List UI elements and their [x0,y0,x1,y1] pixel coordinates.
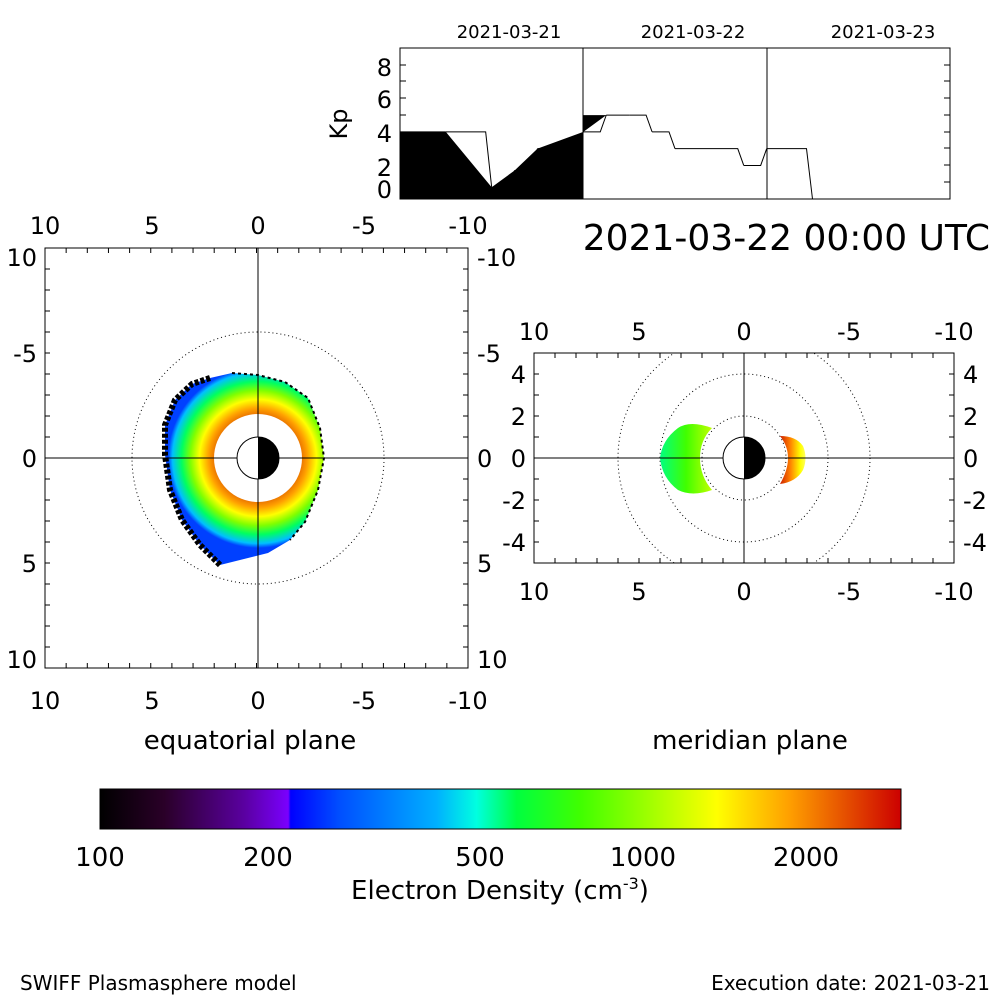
plasmapause-boundary [162,375,223,568]
eq-y-tick: -5 [13,340,37,368]
mer-x-tick-top: 0 [736,318,751,346]
kp-y-tick: 6 [377,86,392,114]
plasmapause-boundary [231,372,326,541]
equatorial-caption: equatorial plane [144,726,356,756]
timestamp-title: 2021-03-22 00:00 UTC [583,218,990,259]
colorbar-label: Electron Density (cm-3) [351,874,649,906]
kp-y-tick: 2 [377,154,392,182]
colorbar-tick: 1000 [610,843,676,873]
mer-x-tick-top: -10 [934,318,973,346]
kp-y-tick: 4 [377,120,392,148]
earth-night-side [258,437,279,479]
mer-x-tick: 0 [736,578,751,606]
kp-step-segment [491,170,516,188]
colorbar-tick: 200 [243,843,293,873]
kp-y-label: Kp [325,109,353,140]
kp-step-segment [583,114,607,133]
mer-x-tick-top: -5 [837,318,861,346]
meridian-density-lobe-left [660,424,712,494]
eq-y-tick-right: -5 [477,340,501,368]
eq-x-tick-top: 10 [30,212,61,240]
mer-y-tick-right: 2 [963,403,978,431]
eq-x-tick: -10 [448,687,487,715]
meridian-caption: meridian plane [652,726,848,756]
equatorial-plane-plot: 10 5 0 -5 -10 10 5 0 -5 -10 10 -5 0 5 10… [6,212,516,756]
mer-y-tick-right: -4 [963,529,987,557]
eq-y-tick: 10 [6,244,37,272]
eq-y-tick: 5 [22,550,37,578]
earth-night-side [744,437,765,479]
mer-y-tick-right: 4 [963,361,978,389]
mer-x-tick-top: 10 [519,318,550,346]
mer-y-tick-right: -2 [963,487,987,515]
mer-x-tick: -10 [934,578,973,606]
eq-x-tick: 10 [30,687,61,715]
colorbar-tick: 2000 [773,843,839,873]
eq-y-tick: 10 [6,646,37,674]
kp-frame [399,47,951,200]
eq-y-tick-right: 0 [477,445,492,473]
colorbar-gradient [99,788,902,830]
kp-date-label: 2021-03-21 [457,22,562,43]
eq-x-tick: 5 [144,687,159,715]
kp-y-tick: 0 [377,176,392,204]
kp-step-segment [629,114,653,133]
kp-y-tick: 8 [377,54,392,82]
meridian-plane-plot: 10 5 0 -5 -10 10 5 0 -5 -10 4 2 0 -2 -4 … [502,318,987,756]
eq-x-tick-top: 0 [250,212,265,240]
kp-step-segment [514,148,538,171]
colorbar-tick: 100 [75,843,125,873]
eq-y-tick-right: 10 [477,646,508,674]
kp-index-chart: 2021-03-21 2021-03-22 2021-03-23 0 2 4 6… [325,22,951,204]
eq-x-tick-top: -5 [352,212,376,240]
mer-y-tick: 2 [511,403,526,431]
mer-x-tick: 10 [519,578,550,606]
kp-date-label: 2021-03-23 [831,22,936,43]
mer-y-tick: 0 [511,445,526,473]
kp-step-segment [743,148,768,166]
kp-step-segment [445,131,493,188]
mer-x-tick: -5 [837,578,861,606]
eq-y-tick-right: 5 [477,550,492,578]
mer-y-tick-right: 0 [963,445,978,473]
mer-y-tick: -2 [502,487,526,515]
kp-step-segment [537,131,584,150]
eq-y-tick: 0 [22,445,37,473]
kp-date-label: 2021-03-22 [641,22,746,43]
kp-step-segment [652,131,676,149]
eq-x-tick: 0 [250,687,265,715]
colorbar-tick: 500 [455,843,505,873]
eq-x-tick: -5 [352,687,376,715]
eq-y-tick-right: -10 [477,244,516,272]
electron-density-colorbar: 100 200 500 1000 2000 Electron Density (… [75,788,902,906]
footer-execution-date: Execution date: 2021-03-21 [711,971,990,995]
eq-x-tick-top: -10 [448,212,487,240]
mer-y-tick: 4 [511,361,526,389]
eq-x-tick-top: 5 [144,212,159,240]
mer-x-tick-top: 5 [631,318,646,346]
mer-x-tick: 5 [631,578,646,606]
kp-step-segment [766,148,813,200]
kp-observed-area [400,115,630,199]
footer-model-name: SWIFF Plasmasphere model [20,971,297,995]
mer-y-tick: -4 [502,529,526,557]
kp-step-segment [675,148,745,166]
meridian-density-lobe-right [780,436,806,484]
